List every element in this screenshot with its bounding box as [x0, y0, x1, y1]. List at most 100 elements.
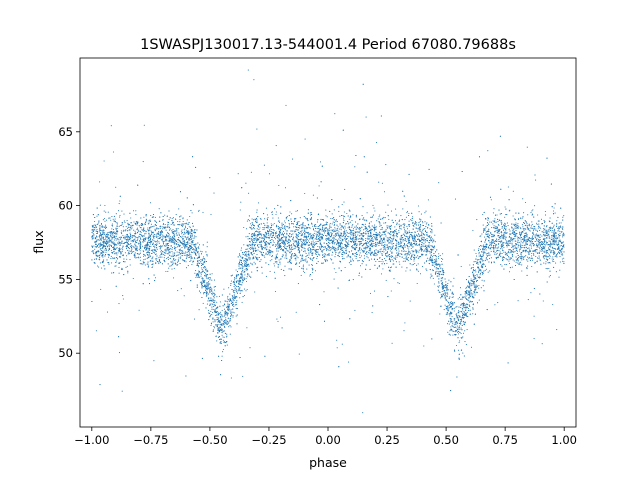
data-point [383, 251, 385, 253]
data-point [354, 255, 356, 257]
data-point [120, 224, 122, 227]
data-point [107, 231, 109, 233]
data-point [521, 259, 523, 261]
data-point [532, 259, 534, 261]
data-point [313, 224, 316, 226]
data-point [137, 229, 139, 231]
data-point [306, 261, 308, 263]
data-point [109, 244, 111, 246]
data-point [383, 222, 385, 224]
data-point [127, 272, 129, 274]
data-point [549, 245, 551, 247]
data-point [359, 229, 361, 231]
data-point [247, 219, 249, 221]
data-point [305, 260, 307, 262]
data-point [442, 277, 444, 279]
data-point [262, 228, 264, 230]
data-point [371, 228, 374, 230]
data-point [290, 259, 292, 261]
data-point [329, 229, 331, 231]
data-point [472, 313, 474, 315]
data-point [98, 221, 100, 223]
data-point [474, 260, 476, 263]
data-point [376, 220, 378, 222]
data-point [517, 243, 519, 245]
data-point [284, 222, 286, 224]
data-point [100, 288, 102, 290]
data-point [425, 244, 427, 246]
data-point [468, 301, 470, 303]
data-point [149, 243, 152, 245]
data-point [143, 263, 145, 265]
data-point [193, 318, 196, 320]
data-point [144, 264, 146, 266]
data-point [119, 216, 121, 218]
data-point [407, 232, 409, 234]
data-point [177, 263, 179, 265]
data-point [535, 255, 537, 257]
data-point [349, 221, 351, 223]
data-point [410, 242, 413, 244]
data-point [151, 266, 154, 268]
data-point [416, 230, 418, 232]
data-point [118, 225, 120, 227]
data-point [500, 221, 502, 223]
data-point [308, 246, 310, 249]
data-point [284, 187, 287, 189]
data-point [277, 217, 279, 219]
data-point [152, 226, 154, 228]
data-point [490, 221, 492, 223]
data-point [413, 237, 415, 239]
data-point [313, 242, 315, 244]
data-point [95, 242, 97, 244]
data-point [350, 257, 352, 259]
data-point [115, 247, 117, 249]
data-point [318, 254, 320, 256]
data-point [530, 212, 532, 214]
data-point [233, 279, 235, 281]
data-point [520, 253, 522, 256]
data-point [484, 248, 486, 251]
data-point [119, 224, 121, 227]
data-point [322, 253, 324, 256]
data-point [317, 240, 319, 242]
data-point [493, 225, 495, 227]
data-point [424, 221, 426, 223]
data-point [442, 258, 444, 260]
data-point [330, 232, 332, 234]
data-point [521, 264, 523, 266]
data-point [417, 258, 419, 260]
data-point [200, 259, 202, 261]
data-point [395, 255, 397, 257]
data-point [205, 282, 207, 284]
data-point [393, 278, 395, 280]
data-point [164, 214, 166, 216]
data-point [183, 254, 185, 256]
data-point [148, 221, 150, 223]
data-point [99, 239, 101, 241]
data-point [121, 251, 123, 253]
data-point [373, 207, 375, 209]
data-point [506, 246, 508, 248]
data-point [403, 250, 405, 252]
data-point [212, 300, 214, 302]
data-point [397, 243, 399, 245]
data-point [497, 220, 499, 223]
data-point [531, 210, 533, 212]
data-point [257, 202, 260, 204]
data-point [161, 226, 163, 228]
data-point [140, 238, 142, 240]
data-point [459, 340, 461, 342]
data-point [233, 312, 235, 314]
data-point [119, 214, 121, 216]
data-point [284, 265, 286, 267]
data-point [431, 238, 434, 240]
data-point [314, 238, 316, 240]
data-point [321, 262, 323, 264]
data-point [322, 249, 324, 251]
data-point [397, 252, 399, 254]
data-point [538, 255, 540, 257]
data-point [184, 231, 186, 233]
data-point [122, 249, 124, 251]
data-point [497, 228, 499, 230]
